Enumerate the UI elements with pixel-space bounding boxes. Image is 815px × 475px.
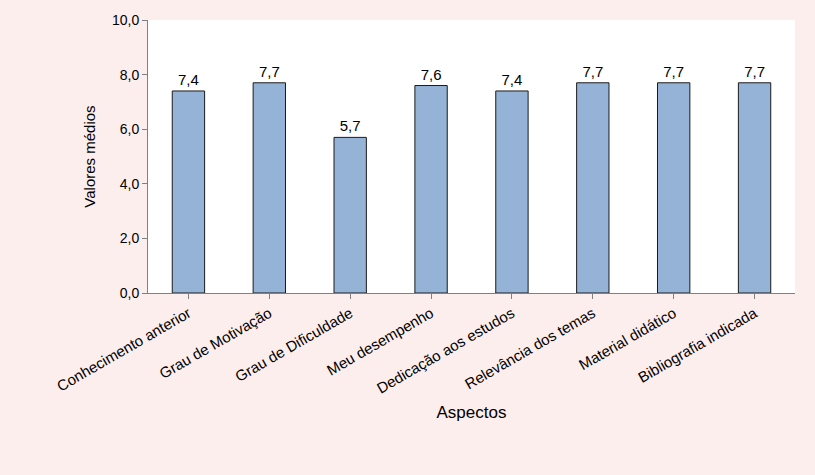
svg-text:8,0: 8,0 — [120, 67, 140, 83]
svg-text:Material didático: Material didático — [576, 304, 679, 373]
svg-text:7,4: 7,4 — [502, 71, 523, 88]
svg-text:0,0: 0,0 — [120, 285, 140, 301]
svg-text:Dedicação aos estudos: Dedicação aos estudos — [374, 304, 518, 397]
svg-text:Conhecimento anterior: Conhecimento anterior — [54, 304, 194, 395]
svg-text:Meu desempenho: Meu desempenho — [324, 304, 437, 379]
svg-text:Bibliografia indicada: Bibliografia indicada — [635, 304, 760, 386]
svg-text:6,0: 6,0 — [120, 121, 140, 137]
svg-text:7,7: 7,7 — [663, 63, 684, 80]
svg-text:Grau de Dificuldade: Grau de Dificuldade — [232, 304, 355, 385]
svg-text:4,0: 4,0 — [120, 176, 140, 192]
svg-text:5,7: 5,7 — [340, 117, 361, 134]
svg-text:7,4: 7,4 — [178, 71, 199, 88]
svg-text:Aspectos: Aspectos — [437, 403, 507, 422]
svg-text:7,6: 7,6 — [421, 66, 442, 83]
svg-text:7,7: 7,7 — [744, 63, 765, 80]
svg-text:7,7: 7,7 — [582, 63, 603, 80]
svg-text:Valores médios: Valores médios — [81, 105, 98, 207]
svg-text:2,0: 2,0 — [120, 230, 140, 246]
svg-text:Relevância dos temas: Relevância dos temas — [462, 304, 598, 393]
svg-text:10,0: 10,0 — [112, 12, 139, 28]
svg-text:Grau de Motivação: Grau de Motivação — [156, 304, 274, 382]
svg-text:7,7: 7,7 — [259, 63, 280, 80]
